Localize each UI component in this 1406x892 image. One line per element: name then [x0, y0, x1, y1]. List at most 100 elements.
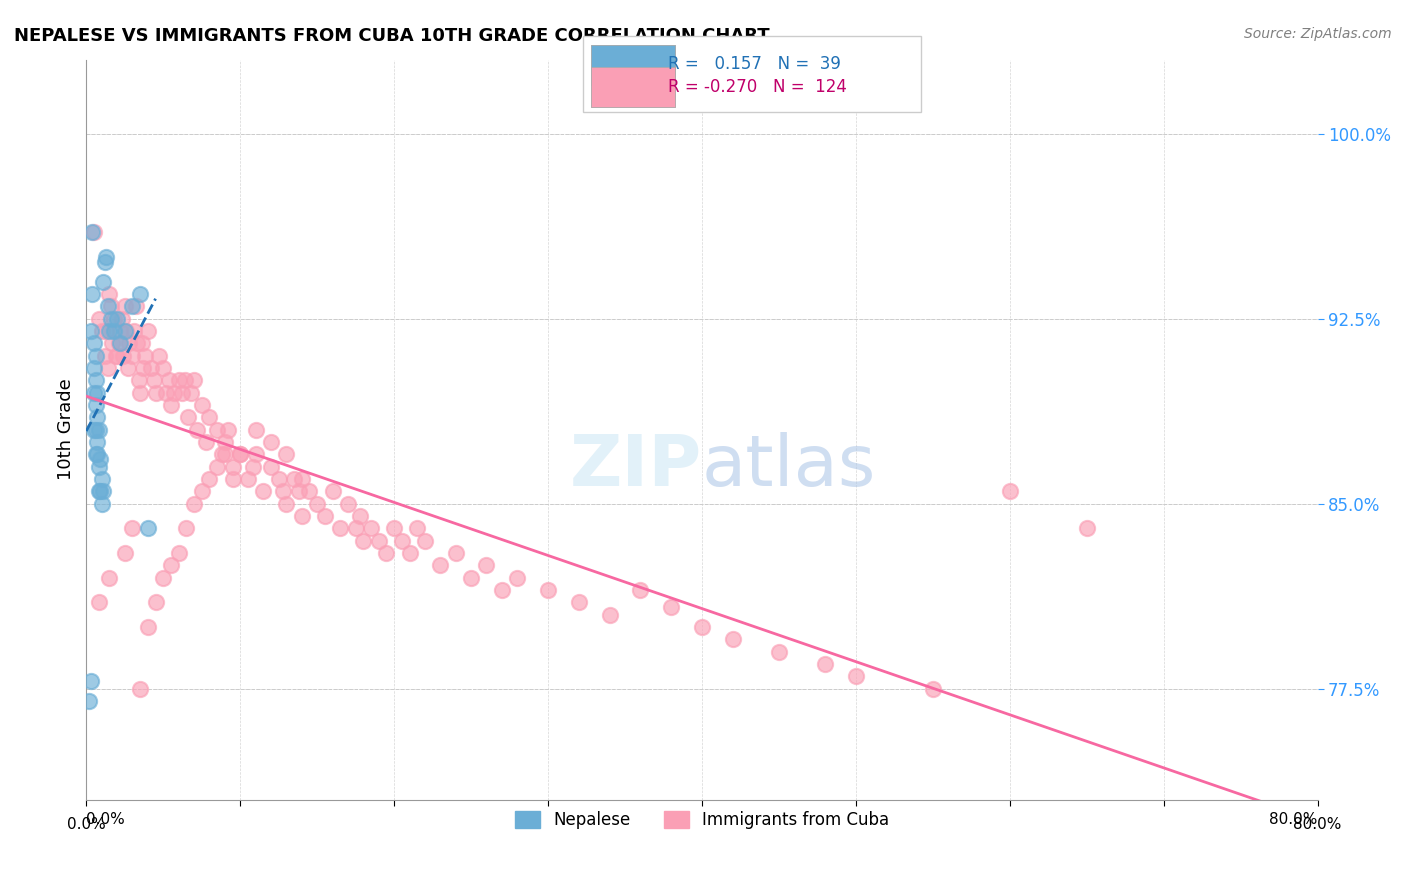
- Point: [768, 644, 790, 658]
- Point: [104, 349, 127, 363]
- Text: 0.0%: 0.0%: [67, 817, 105, 831]
- Point: [129, 385, 152, 400]
- Point: [690, 620, 713, 634]
- Point: [367, 533, 389, 548]
- Text: 80.0%: 80.0%: [1294, 817, 1341, 831]
- Point: [152, 360, 174, 375]
- Point: [155, 385, 177, 400]
- Point: [173, 373, 195, 387]
- Point: [84, 423, 107, 437]
- Point: [814, 657, 837, 671]
- Y-axis label: 10th Grade: 10th Grade: [58, 379, 75, 481]
- Point: [628, 582, 651, 597]
- Point: [271, 484, 294, 499]
- Point: [80, 674, 103, 689]
- Point: [80, 324, 103, 338]
- Point: [283, 472, 305, 486]
- Point: [136, 521, 159, 535]
- Point: [122, 324, 145, 338]
- Point: [180, 385, 202, 400]
- Point: [229, 447, 252, 461]
- Point: [382, 521, 405, 535]
- Point: [314, 508, 336, 523]
- Point: [659, 600, 682, 615]
- Point: [298, 484, 321, 499]
- Point: [90, 324, 112, 338]
- Point: [217, 423, 239, 437]
- Point: [444, 546, 467, 560]
- Point: [245, 423, 267, 437]
- Point: [183, 373, 205, 387]
- Point: [82, 286, 104, 301]
- Point: [101, 336, 124, 351]
- Point: [96, 250, 118, 264]
- Point: [506, 570, 529, 584]
- Point: [143, 373, 166, 387]
- Point: [845, 669, 868, 683]
- Point: [114, 324, 136, 338]
- Point: [112, 349, 135, 363]
- Point: [267, 472, 290, 486]
- Point: [111, 311, 134, 326]
- Point: [145, 385, 167, 400]
- Point: [336, 497, 359, 511]
- Point: [115, 324, 138, 338]
- Point: [91, 275, 114, 289]
- Point: [183, 497, 205, 511]
- Point: [186, 423, 208, 437]
- Point: [157, 373, 180, 387]
- Point: [245, 447, 267, 461]
- Point: [108, 336, 131, 351]
- Point: [211, 447, 233, 461]
- Point: [89, 484, 111, 499]
- Point: [276, 447, 298, 461]
- Point: [87, 311, 110, 326]
- Point: [413, 533, 436, 548]
- Text: 80.0%: 80.0%: [1270, 812, 1317, 827]
- Point: [83, 336, 105, 351]
- Point: [195, 434, 218, 449]
- Point: [167, 373, 190, 387]
- Point: [98, 286, 121, 301]
- Point: [82, 225, 104, 239]
- Point: [260, 459, 283, 474]
- Point: [429, 558, 451, 573]
- Point: [105, 349, 128, 363]
- Point: [287, 484, 309, 499]
- Point: [291, 508, 314, 523]
- Point: [391, 533, 413, 548]
- Point: [108, 324, 131, 338]
- Point: [79, 694, 101, 708]
- Point: [134, 349, 156, 363]
- Point: [291, 472, 314, 486]
- Point: [124, 299, 146, 313]
- Point: [205, 423, 228, 437]
- Point: [83, 360, 105, 375]
- Point: [921, 681, 943, 696]
- Point: [86, 447, 108, 461]
- Point: [214, 434, 236, 449]
- Point: [475, 558, 498, 573]
- Point: [236, 472, 259, 486]
- Point: [177, 410, 200, 425]
- Point: [103, 311, 125, 326]
- Point: [86, 385, 108, 400]
- Point: [190, 484, 212, 499]
- Point: [100, 311, 122, 326]
- Point: [105, 311, 128, 326]
- Point: [460, 570, 482, 584]
- Point: [84, 373, 107, 387]
- Point: [90, 472, 112, 486]
- Point: [307, 497, 329, 511]
- Point: [131, 336, 153, 351]
- Point: [97, 360, 120, 375]
- Point: [121, 521, 143, 535]
- Text: NEPALESE VS IMMIGRANTS FROM CUBA 10TH GRADE CORRELATION CHART: NEPALESE VS IMMIGRANTS FROM CUBA 10TH GR…: [14, 27, 769, 45]
- Text: ZIP: ZIP: [569, 432, 702, 501]
- Text: Source: ZipAtlas.com: Source: ZipAtlas.com: [1244, 27, 1392, 41]
- Point: [599, 607, 621, 622]
- Point: [242, 459, 264, 474]
- Point: [87, 423, 110, 437]
- Point: [190, 398, 212, 412]
- Point: [148, 349, 170, 363]
